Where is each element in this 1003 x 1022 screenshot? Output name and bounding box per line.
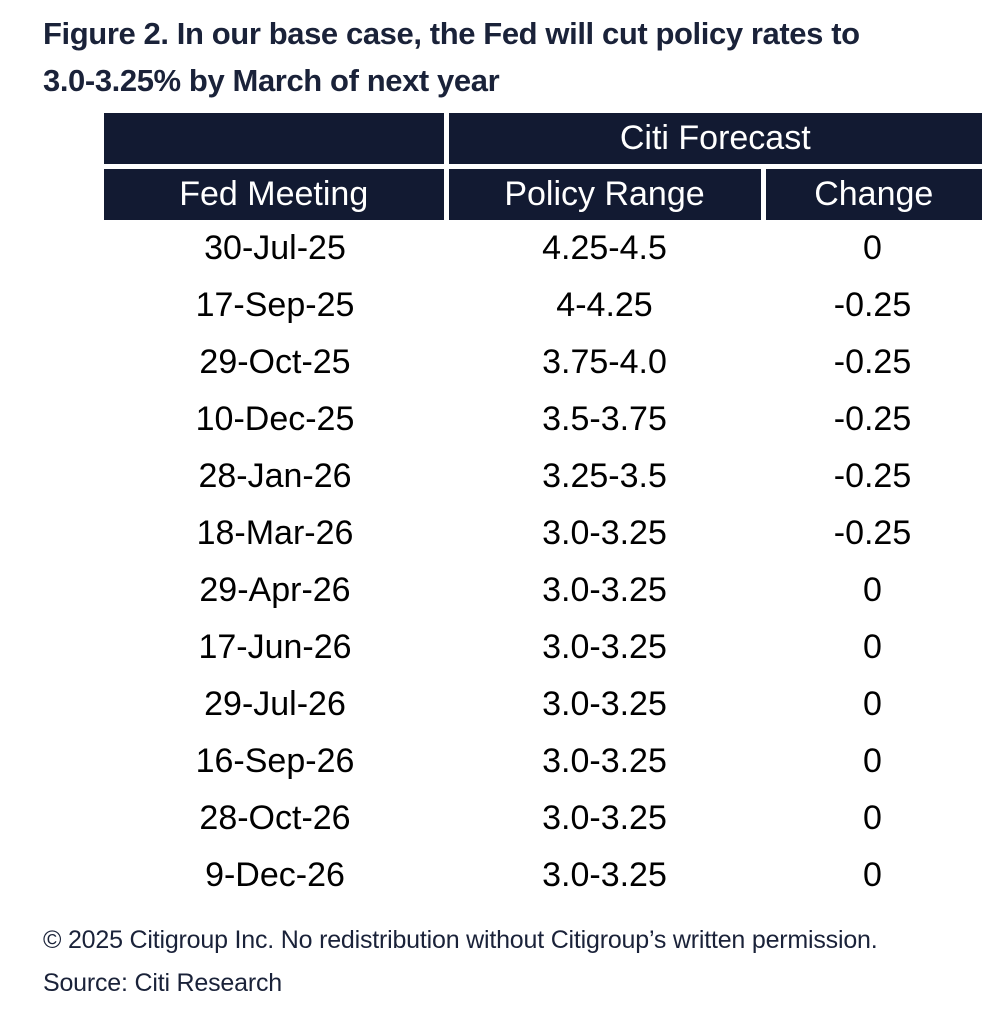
cell-policy-range: 3.0-3.25 (542, 514, 667, 552)
table-row: 18-Mar-26 3.0-3.25 -0.25 (104, 505, 982, 562)
column-header-row: Fed Meeting Policy Range Change (104, 166, 983, 220)
cell-change: -0.25 (833, 343, 912, 381)
copyright-text: © 2025 Citigroup Inc. No redistribution … (43, 926, 878, 954)
cell-policy-range: 3.0-3.25 (542, 856, 667, 894)
forecast-table-container: Citi Forecast Fed Meeting Policy Range C… (104, 113, 983, 904)
figure-title: Figure 2. In our base case, the Fed will… (43, 10, 975, 104)
cell-change: 0 (863, 571, 882, 609)
cell-change: 0 (863, 628, 882, 666)
cell-change: -0.25 (833, 514, 912, 552)
cell-policy-range: 3.25-3.5 (542, 457, 667, 495)
table-row: 16-Sep-26 3.0-3.25 0 (104, 733, 982, 790)
figure-footer: © 2025 Citigroup Inc. No redistribution … (43, 925, 975, 998)
cell-policy-range: 3.0-3.25 (542, 799, 667, 837)
figure-page: Figure 2. In our base case, the Fed will… (0, 10, 1003, 998)
cell-meeting: 30-Jul-25 (204, 229, 346, 267)
cell-meeting: 16-Sep-26 (195, 742, 355, 780)
table-row: 17-Jun-26 3.0-3.25 0 (104, 619, 982, 676)
column-header-policy-range: Policy Range (446, 166, 766, 220)
table-row: 30-Jul-25 4.25-4.5 0 (104, 220, 982, 277)
table-row: 29-Jul-26 3.0-3.25 0 (104, 676, 982, 733)
source-text: Source: Citi Research (43, 969, 282, 997)
cell-policy-range: 4-4.25 (556, 286, 653, 324)
group-header-citi-forecast: Citi Forecast (446, 113, 983, 169)
cell-policy-range: 3.0-3.25 (542, 742, 667, 780)
table-row: 29-Oct-25 3.75-4.0 -0.25 (104, 334, 982, 391)
cell-change: 0 (863, 742, 882, 780)
table-row: 17-Sep-25 4-4.25 -0.25 (104, 277, 982, 334)
cell-change: 0 (863, 685, 882, 723)
blank-header-cell (104, 113, 449, 169)
cell-policy-range: 3.0-3.25 (542, 571, 667, 609)
column-header-change: Change (763, 166, 983, 220)
cell-meeting: 28-Oct-26 (199, 799, 351, 837)
cell-policy-range: 3.75-4.0 (542, 343, 667, 381)
cell-policy-range: 4.25-4.5 (542, 229, 667, 267)
cell-meeting: 18-Mar-26 (196, 514, 354, 552)
figure-title-line-1: Figure 2. In our base case, the Fed will… (43, 16, 860, 51)
cell-change: -0.25 (833, 400, 912, 438)
fed-forecast-table: Citi Forecast Fed Meeting Policy Range C… (104, 113, 983, 904)
table-row: 9-Dec-26 3.0-3.25 0 (104, 847, 982, 904)
cell-meeting: 10-Dec-25 (195, 400, 355, 438)
cell-change: 0 (863, 799, 882, 837)
cell-meeting: 9-Dec-26 (205, 856, 345, 894)
cell-change: -0.25 (833, 286, 912, 324)
cell-meeting: 28-Jan-26 (198, 457, 352, 495)
cell-meeting: 17-Sep-25 (195, 286, 355, 324)
table-row: 29-Apr-26 3.0-3.25 0 (104, 562, 982, 619)
table-row: 10-Dec-25 3.5-3.75 -0.25 (104, 391, 982, 448)
cell-policy-range: 3.0-3.25 (542, 628, 667, 666)
table-row: 28-Oct-26 3.0-3.25 0 (104, 790, 982, 847)
cell-meeting: 17-Jun-26 (198, 628, 352, 666)
cell-policy-range: 3.0-3.25 (542, 685, 667, 723)
group-header-row: Citi Forecast (104, 113, 983, 169)
cell-change: 0 (863, 856, 882, 894)
cell-change: -0.25 (833, 457, 912, 495)
cell-policy-range: 3.5-3.75 (542, 400, 667, 438)
table-header: Citi Forecast Fed Meeting Policy Range C… (104, 113, 983, 220)
table-body: 30-Jul-25 4.25-4.5 0 17-Sep-25 4-4.25 -0… (104, 220, 982, 904)
cell-meeting: 29-Jul-26 (204, 685, 346, 723)
table-row: 28-Jan-26 3.25-3.5 -0.25 (104, 448, 982, 505)
column-header-fed-meeting: Fed Meeting (104, 166, 449, 220)
cell-change: 0 (863, 229, 882, 267)
cell-meeting: 29-Oct-25 (199, 343, 351, 381)
cell-meeting: 29-Apr-26 (199, 571, 351, 609)
figure-title-line-2: 3.0-3.25% by March of next year (43, 63, 500, 98)
